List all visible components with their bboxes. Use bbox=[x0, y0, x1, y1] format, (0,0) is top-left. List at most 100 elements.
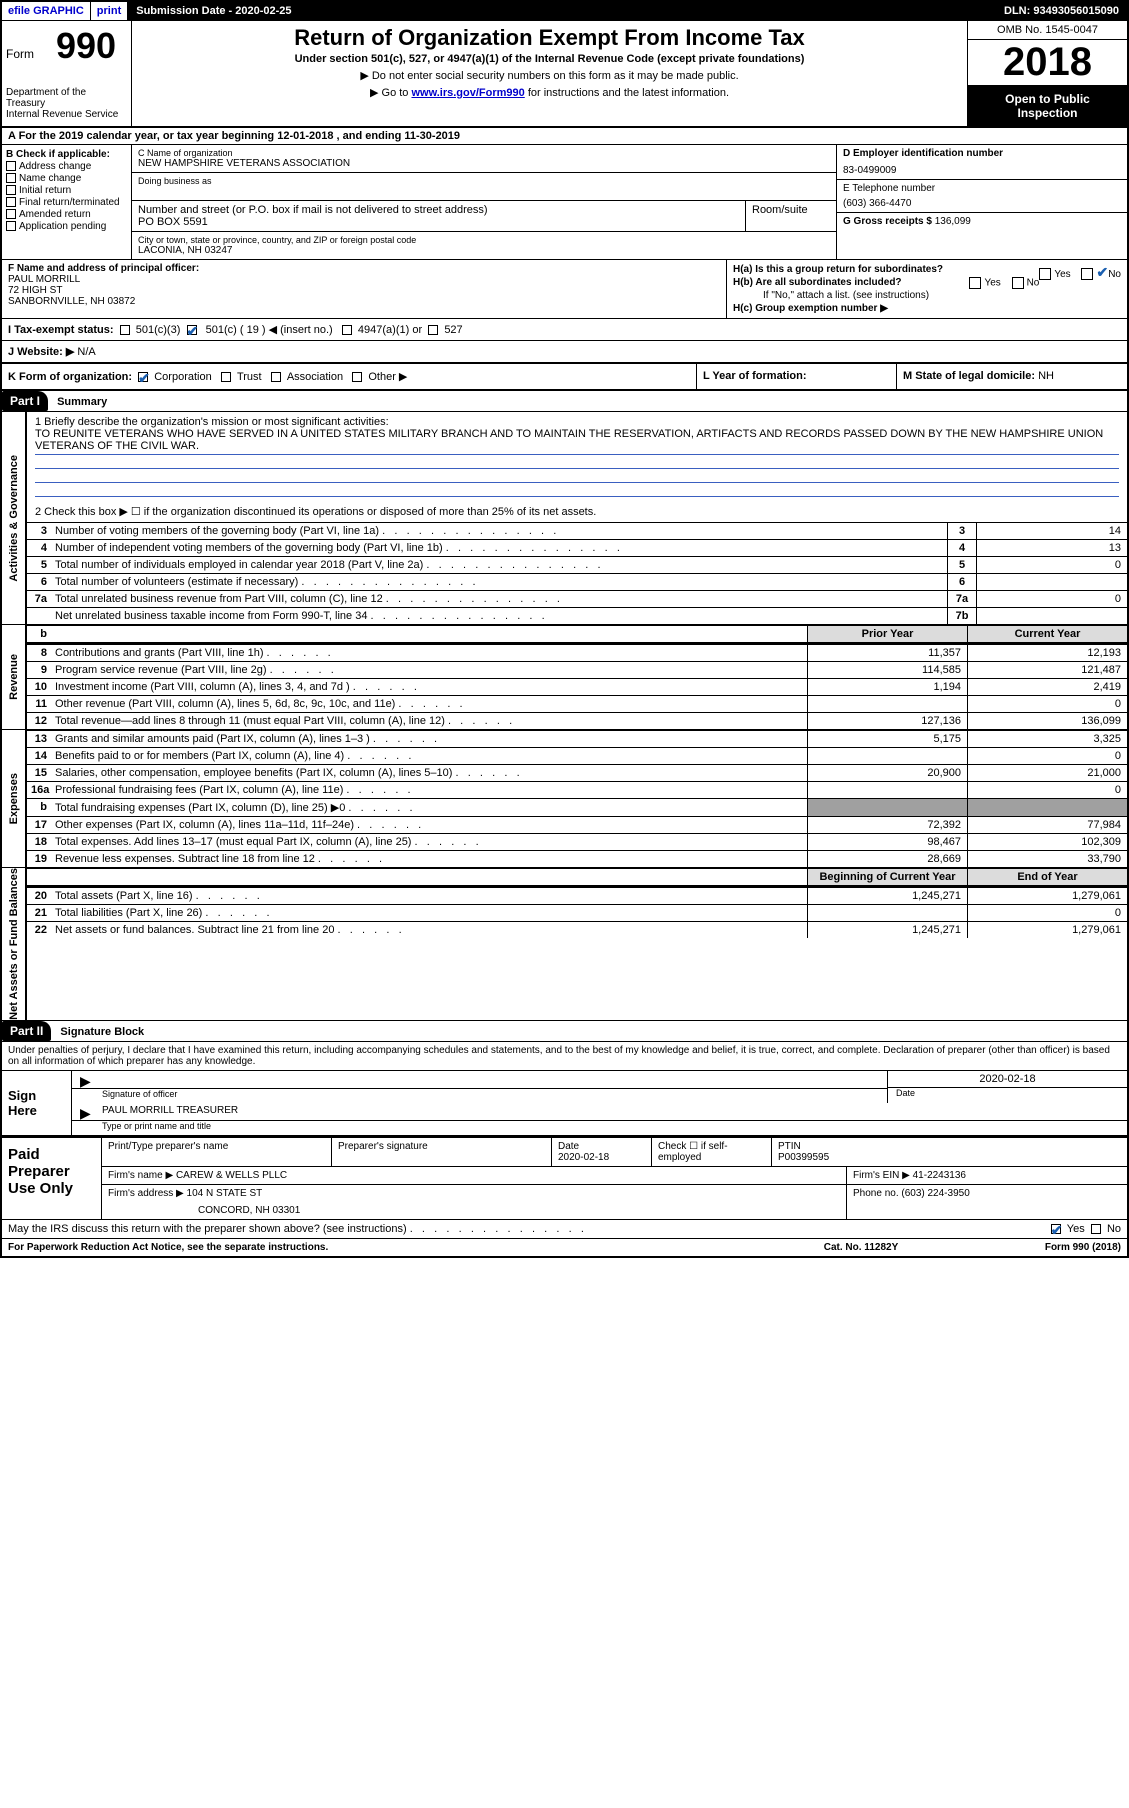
hb-note: If "No," attach a list. (see instruction… bbox=[733, 290, 1121, 301]
footer-form: Form 990 (2018) bbox=[961, 1242, 1121, 1253]
i-opt2: 501(c) ( 19 ) ◀ (insert no.) bbox=[206, 323, 333, 336]
form-subtitle: Under section 501(c), 527, or 4947(a)(1)… bbox=[138, 53, 961, 65]
k-assoc-check[interactable] bbox=[271, 372, 281, 382]
hb-no-check[interactable] bbox=[1012, 277, 1024, 289]
col-h-group: H(a) Is this a group return for subordin… bbox=[727, 260, 1127, 318]
col-c-org-info: C Name of organization NEW HAMPSHIRE VET… bbox=[132, 145, 837, 259]
vlabel-exp: Expenses bbox=[2, 730, 27, 867]
irs-link[interactable]: www.irs.gov/Form990 bbox=[411, 87, 524, 99]
check-final-return[interactable] bbox=[6, 197, 16, 207]
sig-name-val: PAUL MORRILL TREASURER bbox=[102, 1105, 238, 1116]
gov-box-3: 6 bbox=[947, 574, 977, 590]
sig-arrow-2: ▶ bbox=[80, 1105, 91, 1122]
net-n-2: 22 bbox=[27, 922, 51, 938]
omb-number: OMB No. 1545-0047 bbox=[968, 21, 1127, 40]
boy-label: Beginning of Current Year bbox=[807, 869, 967, 885]
rev-py-4: 127,136 bbox=[807, 713, 967, 729]
check-initial-return[interactable] bbox=[6, 185, 16, 195]
j-label: J Website: ▶ bbox=[8, 346, 74, 358]
check-lbl-1: Name change bbox=[19, 173, 81, 184]
k-form-org: K Form of organization: ✔ Corporation Tr… bbox=[2, 364, 697, 389]
efile-link[interactable]: efile GRAPHIC bbox=[2, 2, 91, 20]
f-addr1: 72 HIGH ST bbox=[8, 285, 720, 296]
section-activities-governance: Activities & Governance 1 Briefly descri… bbox=[2, 412, 1127, 625]
i-4947-check[interactable] bbox=[342, 325, 352, 335]
ptin-value: P00399595 bbox=[778, 1152, 1121, 1163]
firm-name-value: CAREW & WELLS PLLC bbox=[176, 1170, 287, 1181]
rev-row-0: 8Contributions and grants (Part VIII, li… bbox=[27, 644, 1127, 661]
header-right: OMB No. 1545-0047 2018 Open to Public In… bbox=[967, 21, 1127, 126]
gov-n-3: 6 bbox=[27, 574, 51, 590]
col-b-title: B Check if applicable: bbox=[6, 149, 110, 160]
note-ssn: ▶ Do not enter social security numbers o… bbox=[138, 69, 961, 82]
gov-row-1: 4Number of independent voting members of… bbox=[27, 539, 1127, 556]
col-f-officer: F Name and address of principal officer:… bbox=[2, 260, 727, 318]
k-other-check[interactable] bbox=[352, 372, 362, 382]
discuss-no-check[interactable] bbox=[1091, 1224, 1101, 1234]
exp-d-6: Total expenses. Add lines 13–17 (must eq… bbox=[51, 834, 807, 850]
exp-d-7: Revenue less expenses. Subtract line 18 … bbox=[51, 851, 807, 867]
header-middle: Return of Organization Exempt From Incom… bbox=[132, 21, 967, 126]
check-lbl-4: Amended return bbox=[19, 209, 91, 220]
prep-name-value bbox=[108, 1152, 325, 1163]
phone-value: (603) 224-3950 bbox=[901, 1188, 969, 1199]
gov-box-2: 5 bbox=[947, 557, 977, 573]
dln-label: DLN: 93493056015090 bbox=[301, 2, 1127, 20]
form-header: Form990 Department of the Treasury Inter… bbox=[2, 21, 1127, 128]
exp-py-1 bbox=[807, 748, 967, 764]
firm-addr-value2: CONCORD, NH 03301 bbox=[108, 1199, 840, 1216]
discuss-yes-check[interactable]: ✔ bbox=[1051, 1224, 1061, 1234]
row-a-tax-year: A For the 2019 calendar year, or tax yea… bbox=[2, 128, 1127, 145]
check-name-change[interactable] bbox=[6, 173, 16, 183]
ha-label: H(a) Is this a group return for subordin… bbox=[733, 264, 943, 275]
exp-cy-0: 3,325 bbox=[967, 731, 1127, 747]
sig-officer-line[interactable]: ▶ bbox=[72, 1071, 887, 1089]
net-d-1: Total liabilities (Part X, line 26) bbox=[51, 905, 807, 921]
gov-n-2: 5 bbox=[27, 557, 51, 573]
rev-hdr-n: b bbox=[27, 626, 51, 642]
irs-label: Internal Revenue Service bbox=[6, 109, 127, 120]
hb-label: H(b) Are all subordinates included? bbox=[733, 277, 902, 288]
rev-d-1: Program service revenue (Part VIII, line… bbox=[51, 662, 807, 678]
gov-d-5: Net unrelated business taxable income fr… bbox=[51, 608, 947, 624]
check-amended-return[interactable] bbox=[6, 209, 16, 219]
rev-row-1: 9Program service revenue (Part VIII, lin… bbox=[27, 661, 1127, 678]
check-application-pending[interactable] bbox=[6, 221, 16, 231]
net-header-row: Beginning of Current Year End of Year bbox=[27, 868, 1127, 887]
exp-d-4: Total fundraising expenses (Part IX, col… bbox=[51, 799, 807, 816]
rev-d-0: Contributions and grants (Part VIII, lin… bbox=[51, 645, 807, 661]
f-label: F Name and address of principal officer: bbox=[8, 263, 199, 274]
check-self-employed: Check ☐ if self-employed bbox=[652, 1138, 772, 1166]
k-corp-check[interactable]: ✔ bbox=[138, 372, 148, 382]
vlabel-rev: Revenue bbox=[2, 625, 27, 729]
l-year-formation: L Year of formation: bbox=[697, 364, 897, 389]
rev-row-2: 10Investment income (Part VIII, column (… bbox=[27, 678, 1127, 695]
sign-here-label: Sign Here bbox=[2, 1071, 72, 1135]
ha-no-check[interactable] bbox=[1081, 268, 1093, 280]
dept-treasury: Department of the Treasury bbox=[6, 87, 127, 109]
ha-yes-check[interactable] bbox=[1039, 268, 1051, 280]
hb-yes: Yes bbox=[984, 278, 1000, 289]
i-501c3-check[interactable] bbox=[120, 325, 130, 335]
i-label: I Tax-exempt status: bbox=[8, 324, 114, 336]
i-501c-check[interactable]: ✔ bbox=[187, 325, 197, 335]
hb-yes-check[interactable] bbox=[969, 277, 981, 289]
prep-sig-label: Preparer's signature bbox=[338, 1141, 545, 1152]
check-address-change[interactable] bbox=[6, 161, 16, 171]
j-value: N/A bbox=[74, 346, 95, 358]
submission-date: Submission Date - 2020-02-25 bbox=[128, 2, 300, 20]
g-value: 136,099 bbox=[935, 216, 971, 227]
rev-cy-1: 121,487 bbox=[967, 662, 1127, 678]
e-label: E Telephone number bbox=[843, 183, 1121, 194]
gov-v-5 bbox=[977, 608, 1127, 624]
firm-name-label: Firm's name ▶ bbox=[108, 1170, 173, 1181]
print-link[interactable]: print bbox=[91, 2, 128, 20]
exp-n-4: b bbox=[27, 799, 51, 816]
firm-ein-label: Firm's EIN ▶ bbox=[853, 1170, 910, 1181]
gov-d-0: Number of voting members of the governin… bbox=[51, 523, 947, 539]
check-lbl-3: Final return/terminated bbox=[19, 197, 120, 208]
header-left: Form990 Department of the Treasury Inter… bbox=[2, 21, 132, 126]
net-d-0: Total assets (Part X, line 16) bbox=[51, 888, 807, 904]
k-trust-check[interactable] bbox=[221, 372, 231, 382]
i-527-check[interactable] bbox=[428, 325, 438, 335]
